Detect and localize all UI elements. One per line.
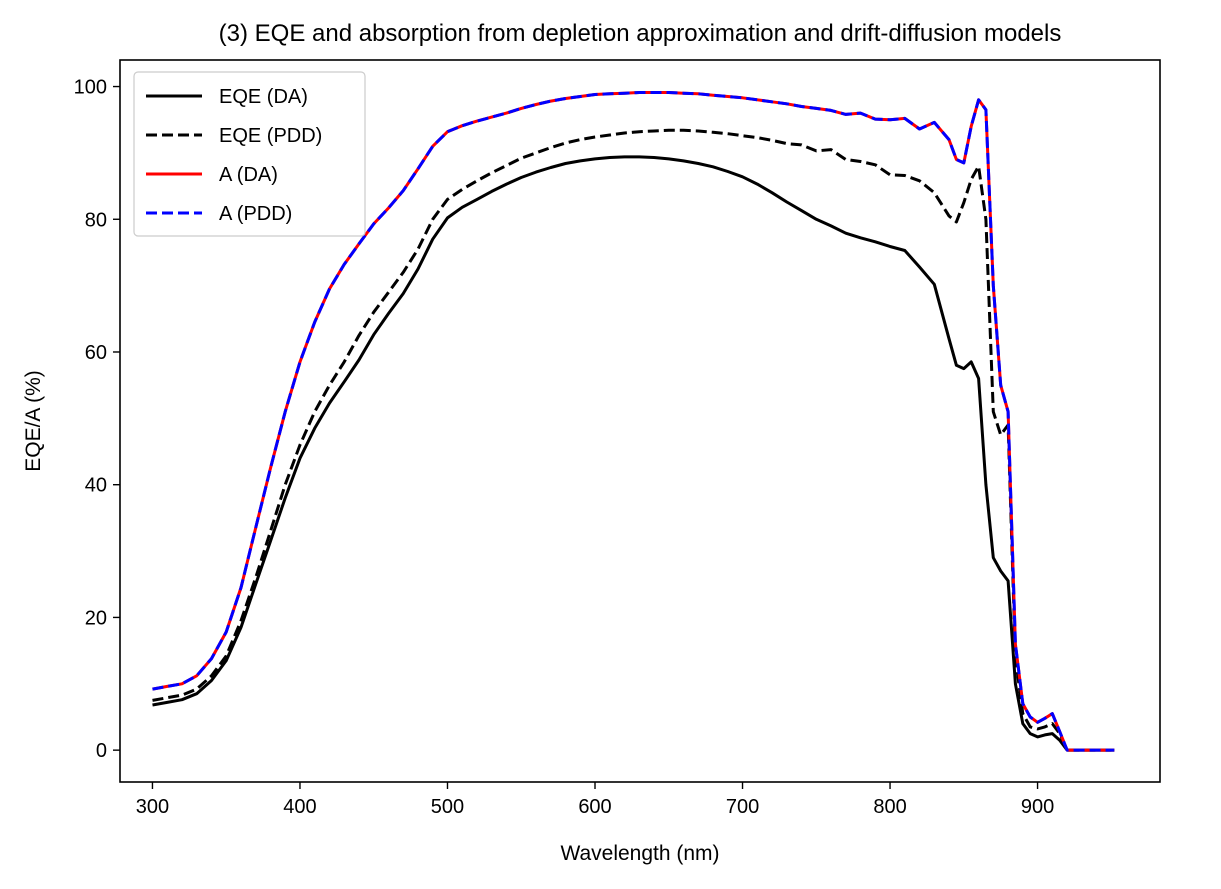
legend-box: [133, 71, 366, 237]
series-line-4: [152, 91, 1115, 752]
y-tick-label: 100: [74, 77, 107, 99]
legend: EQE (DA) EQE (PDD) A (DA) A (PDD): [133, 71, 366, 237]
x-tick-label: 500: [431, 796, 464, 818]
y-tick-label: 20: [85, 607, 107, 629]
y-tick-label: 40: [85, 475, 107, 497]
chart-title: (3) EQE and absorption from depletion ap…: [219, 20, 1062, 47]
y-tick-label: 80: [85, 209, 107, 231]
x-tick-label: 900: [1021, 796, 1054, 818]
series-line-1: [152, 155, 1115, 752]
x-tick-label: 400: [283, 796, 316, 818]
legend-label: A (PDD): [219, 203, 292, 225]
plot-frame: [119, 59, 1161, 783]
y-axis-label: EQE/A (%): [22, 370, 45, 472]
legend-label: EQE (PDD): [219, 125, 322, 147]
x-tick-label: 300: [136, 796, 169, 818]
x-tick-label: 600: [578, 796, 611, 818]
legend-label: A (DA): [219, 164, 278, 186]
series-line-2: [152, 128, 1115, 752]
y-tick-label: 0: [96, 740, 107, 762]
x-tick-label: 700: [726, 796, 759, 818]
x-tick-label: 800: [873, 796, 906, 818]
y-tick-label: 60: [85, 342, 107, 364]
legend-label: EQE (DA): [219, 86, 308, 108]
x-axis-label: Wavelength (nm): [560, 842, 719, 865]
series-layer: [152, 91, 1115, 752]
y-axis: 0 20 40 60 80 100: [74, 77, 120, 762]
x-axis: 300 400 500 600 700 800 900: [136, 782, 1054, 818]
